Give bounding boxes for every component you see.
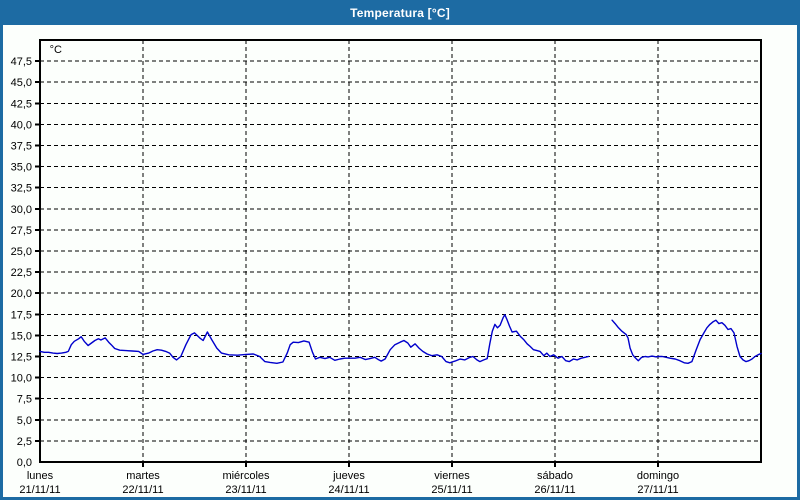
- temperature-line: [39, 314, 762, 364]
- y-tick-label: 15,0: [11, 330, 32, 342]
- y-tick-label: 22,5: [11, 267, 32, 279]
- day-name-label: martes: [126, 470, 160, 482]
- day-date-label: 23/11/11: [225, 484, 266, 496]
- y-tick-label: 37,5: [11, 141, 32, 153]
- x-day-labels: lunes 21/11/11 martes 22/11/11 miércoles 23/1…: [19, 470, 679, 496]
- y-tick-label: 7,5: [17, 394, 32, 406]
- y-tick-label: 35,0: [11, 162, 32, 174]
- y-tick-label: 0,0: [17, 457, 32, 469]
- chart-title-bar: Temperatura [°C]: [0, 0, 800, 25]
- day-name-label: domingo: [637, 470, 679, 482]
- y-tick-label: 10,0: [11, 373, 32, 385]
- chart-area: 2,5 5,0 7,5 10,0 12,5 15,0 17,5 20,0 22,5 25,0 27,…: [3, 25, 797, 497]
- y-tick-label: 32,5: [11, 183, 32, 195]
- temperature-line-segment: [39, 314, 590, 364]
- y-gridlines: [35, 60, 761, 442]
- y-tick-label: 25,0: [11, 246, 32, 258]
- y-tick-label: 2,5: [17, 436, 32, 448]
- day-name-label: miércoles: [222, 470, 270, 482]
- y-tick-label: 30,0: [11, 204, 32, 216]
- day-date-label: 25/11/11: [431, 484, 472, 496]
- day-name-label: sábado: [537, 470, 573, 482]
- temperature-chart: 2,5 5,0 7,5 10,0 12,5 15,0 17,5 20,0 22,5 25,0 27,…: [11, 39, 762, 496]
- day-name-label: viernes: [434, 470, 470, 482]
- y-tick-label: 17,5: [11, 309, 32, 321]
- day-date-label: 24/11/11: [328, 484, 369, 496]
- y-tick-label: 12,5: [11, 352, 32, 364]
- y-tick-labels: 2,5 5,0 7,5 10,0 12,5 15,0 17,5 20,0 22,5 25,0 27,…: [11, 56, 32, 469]
- y-tick-label: 27,5: [11, 225, 32, 237]
- y-axis-unit-label: °C: [50, 44, 62, 56]
- y-tick-label: 40,0: [11, 119, 32, 131]
- day-name-label: lunes: [27, 470, 54, 482]
- x-gridlines: [142, 40, 659, 467]
- day-name-label: jueves: [332, 470, 365, 482]
- y-tick-label: 45,0: [11, 77, 32, 89]
- y-tick-label: 5,0: [17, 415, 32, 427]
- chart-title: Temperatura [°C]: [350, 5, 450, 20]
- day-date-label: 26/11/11: [534, 484, 575, 496]
- y-tick-label: 20,0: [11, 288, 32, 300]
- day-date-label: 27/11/11: [637, 484, 678, 496]
- day-date-label: 22/11/11: [122, 484, 163, 496]
- y-tick-label: 47,5: [11, 56, 32, 68]
- day-date-label: 21/11/11: [19, 484, 60, 496]
- temperature-line-segment: [611, 319, 762, 364]
- y-tick-label: 42,5: [11, 98, 32, 110]
- plot-border: [39, 39, 762, 463]
